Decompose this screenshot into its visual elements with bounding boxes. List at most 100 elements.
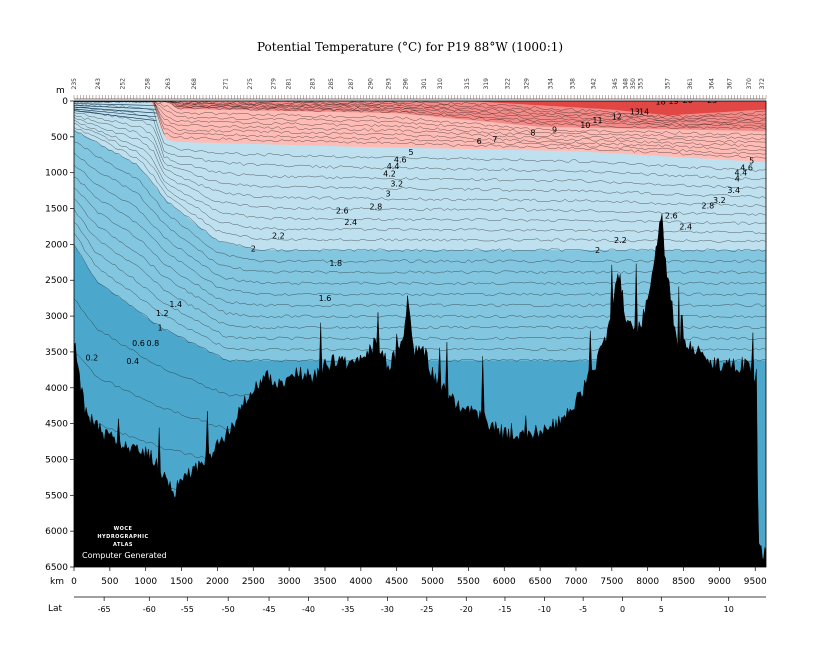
x-tick-label: 8500 bbox=[672, 577, 695, 587]
station-label: 361 bbox=[687, 78, 694, 90]
x-tick-label: 5500 bbox=[457, 577, 480, 587]
station-label: 334 bbox=[547, 78, 554, 90]
x-tick-label: 7000 bbox=[565, 577, 588, 587]
x-tick-label: 8000 bbox=[636, 577, 659, 587]
x-tick-label: 4000 bbox=[349, 577, 372, 587]
y-tick-label: 6500 bbox=[45, 563, 68, 573]
lat-tick-label: 10 bbox=[724, 605, 734, 614]
lat-tick-label: -30 bbox=[381, 605, 394, 614]
x-tick-label: 9500 bbox=[744, 577, 767, 587]
lat-tick-label: -15 bbox=[498, 605, 511, 614]
lat-tick-label: -65 bbox=[98, 605, 111, 614]
contour-line bbox=[74, 141, 766, 263]
station-label: 275 bbox=[247, 78, 254, 90]
station-label: 319 bbox=[483, 78, 490, 90]
y-tick-label: 1500 bbox=[45, 205, 68, 215]
contour-line bbox=[88, 101, 766, 152]
x-tick-label: 9000 bbox=[708, 577, 731, 587]
contour-label: 4.2 bbox=[383, 169, 396, 178]
station-label: 350 bbox=[630, 78, 637, 90]
y-tick-label: 1000 bbox=[45, 169, 68, 179]
x-tick-label: 6500 bbox=[529, 577, 552, 587]
contour-line bbox=[74, 114, 766, 208]
contour-label: 4.4 bbox=[387, 162, 400, 171]
contour-label: 1.6 bbox=[319, 294, 332, 303]
station-label: 296 bbox=[403, 78, 410, 90]
contour-line bbox=[74, 109, 766, 190]
contour-label: 9 bbox=[552, 126, 557, 135]
station-label: 235 bbox=[71, 78, 78, 90]
station-label: 279 bbox=[271, 78, 278, 90]
lat-tick-label: 5 bbox=[659, 605, 664, 614]
station-label: 348 bbox=[623, 78, 630, 90]
seafloor-bathymetry bbox=[74, 213, 766, 567]
lat-tick-label: -5 bbox=[579, 605, 587, 614]
y-tick-label: 3500 bbox=[45, 348, 68, 358]
station-label: 287 bbox=[348, 78, 355, 90]
station-label: 263 bbox=[165, 78, 172, 90]
station-label: 252 bbox=[119, 78, 126, 90]
contour-line bbox=[74, 112, 766, 199]
contour-label: 2.2 bbox=[614, 236, 627, 245]
lat-tick-label: -35 bbox=[341, 605, 354, 614]
station-label: 357 bbox=[664, 78, 671, 90]
contour-label: 0.2 bbox=[86, 354, 99, 363]
contour-line bbox=[74, 123, 766, 234]
contour-line bbox=[74, 106, 766, 181]
station-label: 243 bbox=[95, 78, 102, 90]
station-label: 258 bbox=[144, 78, 151, 90]
contour-label: 14 bbox=[639, 108, 649, 117]
x-tick-label: 0 bbox=[71, 577, 77, 587]
station-label: 338 bbox=[570, 78, 577, 90]
y-tick-label: 4000 bbox=[45, 384, 68, 394]
lat-tick-label: -20 bbox=[460, 605, 473, 614]
contour-line bbox=[74, 103, 766, 172]
station-label: 345 bbox=[612, 78, 619, 90]
contour-line bbox=[74, 101, 766, 124]
contour-label: 11 bbox=[592, 116, 602, 125]
contour-label: 2.6 bbox=[665, 212, 678, 221]
contour-label: 2.6 bbox=[336, 207, 349, 216]
contour-label: 18 bbox=[656, 98, 666, 107]
contour-label: 2.8 bbox=[702, 202, 715, 211]
contour-label: 2.4 bbox=[344, 218, 357, 227]
contour-label: 0.4 bbox=[126, 357, 139, 366]
contour-label: 2.2 bbox=[272, 232, 285, 241]
y-tick-label: 6000 bbox=[45, 527, 68, 537]
station-label: 310 bbox=[437, 78, 444, 90]
station-label: 281 bbox=[286, 78, 293, 90]
x-tick-label: 7500 bbox=[600, 577, 623, 587]
station-label: 322 bbox=[504, 78, 511, 90]
lat-tick-label: -40 bbox=[302, 605, 315, 614]
contour-label: 13 bbox=[630, 108, 640, 117]
contour-line bbox=[74, 106, 157, 114]
station-label: 290 bbox=[367, 78, 374, 90]
y-tick-label: 2500 bbox=[45, 276, 68, 286]
contour-label: 2 bbox=[595, 246, 600, 255]
contour-line bbox=[74, 152, 766, 274]
contour-line bbox=[75, 101, 766, 126]
contour-line bbox=[74, 117, 766, 216]
x-tick-label: 6000 bbox=[493, 577, 516, 587]
contour-label: 23 bbox=[707, 96, 717, 105]
contour-line bbox=[74, 119, 766, 225]
contour-line bbox=[74, 101, 766, 159]
contour-label: 5 bbox=[749, 156, 754, 165]
station-label: 364 bbox=[709, 78, 716, 90]
x-tick-label: 3500 bbox=[314, 577, 337, 587]
contour-line bbox=[74, 101, 766, 120]
contour-label: 4 bbox=[735, 174, 740, 183]
contour-line bbox=[85, 101, 766, 141]
contour-label: 20 bbox=[683, 96, 693, 105]
y-tick-label: 500 bbox=[51, 133, 68, 143]
station-label: 367 bbox=[727, 78, 734, 90]
contour-line bbox=[74, 127, 766, 243]
y-tick-label: 3000 bbox=[45, 312, 68, 322]
x-tick-label: 1000 bbox=[134, 577, 157, 587]
station-label: 353 bbox=[638, 78, 645, 90]
y-tick-label: 0 bbox=[62, 97, 68, 107]
contour-label: 3.2 bbox=[713, 196, 726, 205]
contour-line bbox=[74, 101, 766, 155]
plot-frame bbox=[73, 100, 767, 568]
contour-label: 3.4 bbox=[727, 186, 740, 195]
